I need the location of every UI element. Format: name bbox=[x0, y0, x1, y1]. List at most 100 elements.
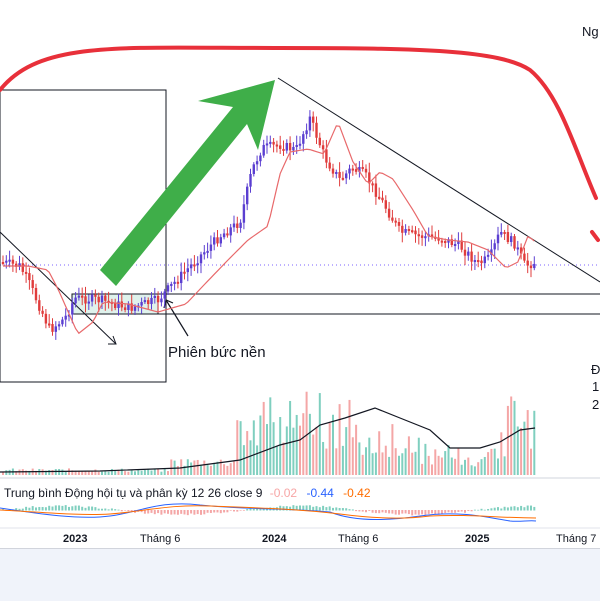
candle-body bbox=[275, 144, 279, 147]
candle-body bbox=[94, 294, 97, 297]
volume-bar bbox=[503, 456, 506, 475]
candle-body bbox=[54, 326, 57, 332]
volume-bar bbox=[401, 453, 404, 475]
candle-body bbox=[236, 223, 239, 228]
candle-body bbox=[321, 145, 325, 150]
candle-body bbox=[506, 232, 510, 243]
macd-histogram-bar bbox=[464, 510, 466, 513]
volume-bar bbox=[170, 459, 173, 475]
candle-body bbox=[166, 285, 170, 292]
macd-histogram-bar bbox=[101, 508, 103, 511]
macd-histogram-bar bbox=[173, 510, 176, 515]
candle-body bbox=[209, 244, 213, 251]
macd-histogram-bar bbox=[233, 510, 235, 512]
candle-body bbox=[285, 142, 288, 151]
volume-bar bbox=[315, 426, 318, 475]
candle-body bbox=[15, 263, 18, 267]
macd-histogram-bar bbox=[345, 508, 348, 511]
candle-body bbox=[74, 297, 77, 304]
candle-body bbox=[338, 172, 341, 178]
candle-body bbox=[255, 161, 259, 165]
volume-bar bbox=[444, 451, 447, 475]
macd-histogram-bar bbox=[25, 506, 28, 511]
candle-body bbox=[213, 237, 216, 245]
macd-histogram-bar bbox=[180, 510, 183, 514]
macd-histogram-bar bbox=[130, 510, 133, 512]
macd-histogram-bar bbox=[170, 510, 173, 515]
candle-body bbox=[196, 263, 199, 266]
candle-body bbox=[107, 300, 110, 303]
candle-body bbox=[417, 234, 420, 237]
macd-histogram-bar bbox=[335, 507, 338, 511]
candle-body bbox=[81, 295, 84, 298]
macd-histogram-bar bbox=[167, 510, 169, 514]
volume-bar bbox=[493, 448, 496, 475]
candle-body bbox=[130, 303, 133, 311]
volume-bar bbox=[25, 470, 28, 475]
candle-body bbox=[414, 230, 417, 235]
red-curve-tail bbox=[590, 230, 600, 242]
volume-bar bbox=[292, 427, 295, 475]
candle-body bbox=[114, 302, 117, 309]
macd-histogram-bar bbox=[124, 510, 127, 511]
candle-body bbox=[381, 197, 384, 201]
candle-body bbox=[249, 174, 252, 187]
candle-body bbox=[189, 264, 193, 269]
macd-histogram-bar bbox=[348, 509, 351, 511]
volume-bar bbox=[490, 448, 493, 475]
candle-body bbox=[519, 247, 523, 254]
volume-bar bbox=[533, 410, 536, 475]
macd-histogram-bar bbox=[239, 510, 242, 511]
price-chart[interactable] bbox=[0, 0, 600, 548]
candle-body bbox=[186, 268, 189, 273]
volume-bar bbox=[371, 453, 374, 475]
candle-body bbox=[308, 116, 312, 131]
macd-histogram-bar bbox=[252, 508, 255, 511]
candle-body bbox=[298, 143, 302, 146]
moving-average-line bbox=[3, 125, 535, 335]
candle-body bbox=[163, 291, 166, 299]
volume-bar bbox=[318, 393, 321, 475]
volume-bar bbox=[483, 456, 486, 475]
macd-histogram-bar bbox=[35, 507, 37, 511]
macd-histogram-bar bbox=[87, 506, 90, 511]
volume-bar bbox=[407, 436, 410, 475]
candle-body bbox=[140, 301, 143, 306]
indicator-legend[interactable]: Trung bình Động hội tụ và phân kỳ 12 26 … bbox=[4, 486, 371, 500]
volume-bar bbox=[163, 468, 166, 475]
candle-body bbox=[21, 263, 24, 272]
macd-histogram-bar bbox=[510, 506, 513, 511]
macd-histogram-bar bbox=[424, 510, 427, 516]
volume-bar bbox=[378, 431, 381, 475]
macd-histogram-bar bbox=[44, 507, 47, 511]
candle-body bbox=[374, 183, 378, 197]
volume-bar bbox=[223, 464, 226, 475]
candle-body bbox=[450, 239, 453, 245]
right-side-line-3: 2 bbox=[592, 397, 600, 412]
candle-body bbox=[483, 256, 486, 264]
volume-bar bbox=[523, 421, 526, 475]
candle-body bbox=[11, 259, 15, 264]
candle-body bbox=[170, 283, 173, 286]
time-axis-2024: 2024 bbox=[262, 533, 287, 545]
macd-histogram-bar bbox=[318, 507, 321, 511]
volume-bar bbox=[464, 459, 466, 475]
candle-body bbox=[496, 234, 500, 244]
macd-histogram-bar bbox=[176, 510, 179, 515]
candle-body bbox=[318, 137, 321, 146]
candle-body bbox=[48, 323, 51, 326]
macd-histogram-bar bbox=[15, 508, 18, 511]
volume-bar bbox=[242, 445, 245, 475]
volume-bar bbox=[61, 469, 64, 475]
volume-bar bbox=[335, 448, 338, 475]
volume-bar bbox=[282, 442, 285, 475]
volume-bar bbox=[206, 465, 209, 475]
volume-bar bbox=[107, 471, 110, 475]
candle-body bbox=[480, 260, 483, 264]
macd-histogram-bar bbox=[157, 510, 160, 514]
volume-bar bbox=[365, 447, 367, 475]
red-curve-line bbox=[0, 45, 598, 200]
right-side-line-1: Đ bbox=[591, 362, 600, 377]
macd-histogram-bar bbox=[388, 510, 391, 514]
macd-histogram-bar bbox=[51, 506, 54, 511]
